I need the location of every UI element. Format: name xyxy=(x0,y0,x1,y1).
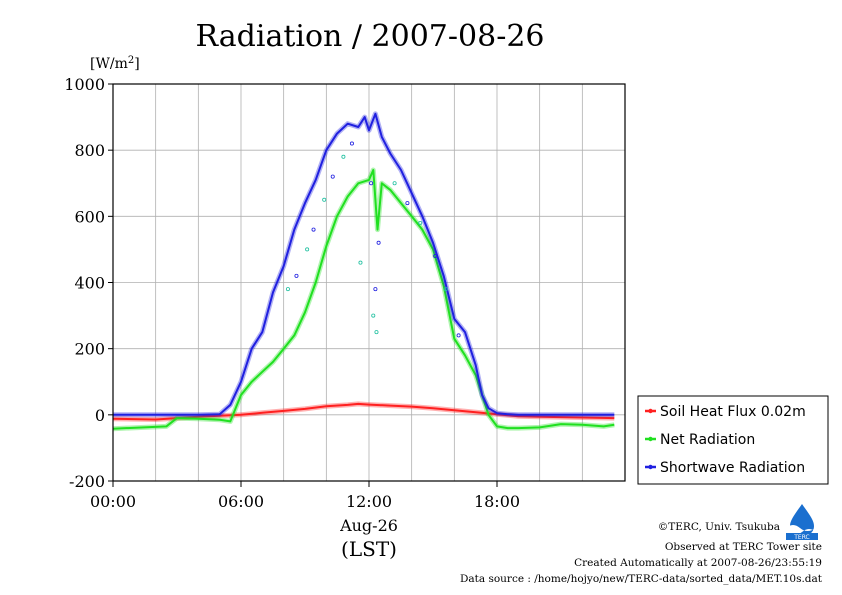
scatter-point xyxy=(376,240,381,245)
credit-org: ©TERC, Univ. Tsukuba xyxy=(658,521,780,533)
grid-lines xyxy=(113,84,625,481)
y-tick-label: 0 xyxy=(95,406,105,425)
y-axis: 1000 800 600 400 200 0 -200 xyxy=(64,75,113,491)
scatter-point xyxy=(371,313,376,318)
x-tick-label: 06:00 xyxy=(218,492,264,511)
credit-created: Created Automatically at 2007-08-26/23:5… xyxy=(574,557,822,569)
credit-source: Data source : /home/hojyo/new/TERC-data/… xyxy=(460,573,823,585)
scatter-point xyxy=(294,273,299,278)
legend-marker xyxy=(648,436,653,442)
scatter-point xyxy=(349,141,354,146)
x-tick-label: 12:00 xyxy=(346,492,392,511)
y-tick-label: 800 xyxy=(74,141,105,160)
legend-label: Shortwave Radiation xyxy=(660,460,805,476)
scatter-point xyxy=(433,254,438,259)
chart-title: Radiation / 2007-08-26 xyxy=(195,19,544,54)
legend-box xyxy=(637,395,829,485)
scatter-layer xyxy=(285,141,461,338)
y-tick-label: 400 xyxy=(74,274,105,293)
legend-marker xyxy=(648,464,653,470)
x-timezone-label: (LST) xyxy=(341,537,397,561)
scatter-point xyxy=(456,333,461,338)
scatter-point xyxy=(311,227,316,232)
y-tick-label: 200 xyxy=(74,340,105,359)
scatter-point xyxy=(373,287,378,292)
legend-label: Net Radiation xyxy=(660,432,755,448)
y-tick-label: -200 xyxy=(69,472,105,491)
logo-banner xyxy=(786,533,818,540)
legend: Soil Heat Flux 0.02m Net Radiation Shortwa… xyxy=(637,395,829,485)
y-tick-label: 1000 xyxy=(64,75,105,94)
y-unit-label: [W/m2] xyxy=(90,55,140,72)
x-tick-label: 00:00 xyxy=(90,492,136,511)
legend-marker xyxy=(648,408,653,414)
scatter-point xyxy=(418,220,423,225)
scatter-point xyxy=(369,181,374,186)
x-tick-label: 18:00 xyxy=(474,492,520,511)
scatter-point xyxy=(405,201,410,206)
logo-wave-icon xyxy=(786,525,816,535)
scatter-point xyxy=(374,330,379,335)
plot-frame xyxy=(112,83,626,482)
legend-label: Soil Heat Flux 0.02m xyxy=(660,404,806,420)
scatter-point xyxy=(341,154,346,159)
scatter-point xyxy=(305,247,310,252)
x-date-label: Aug-26 xyxy=(339,516,398,535)
scatter-point xyxy=(358,260,363,265)
scatter-point xyxy=(392,181,397,186)
credit-observed: Observed at TERC Tower site xyxy=(665,541,822,553)
scatter-point xyxy=(285,287,290,292)
scatter-point xyxy=(322,197,327,202)
logo-text: TERC xyxy=(793,534,810,541)
scatter-point xyxy=(330,174,335,179)
series-line xyxy=(112,169,615,430)
y-tick-label: 600 xyxy=(74,207,105,226)
x-axis: 00:00 06:00 12:00 18:00 xyxy=(90,481,520,511)
scatter-point xyxy=(443,287,448,292)
terc-logo: TERC xyxy=(784,502,820,541)
series-layer xyxy=(112,111,615,432)
series-line xyxy=(113,112,615,416)
